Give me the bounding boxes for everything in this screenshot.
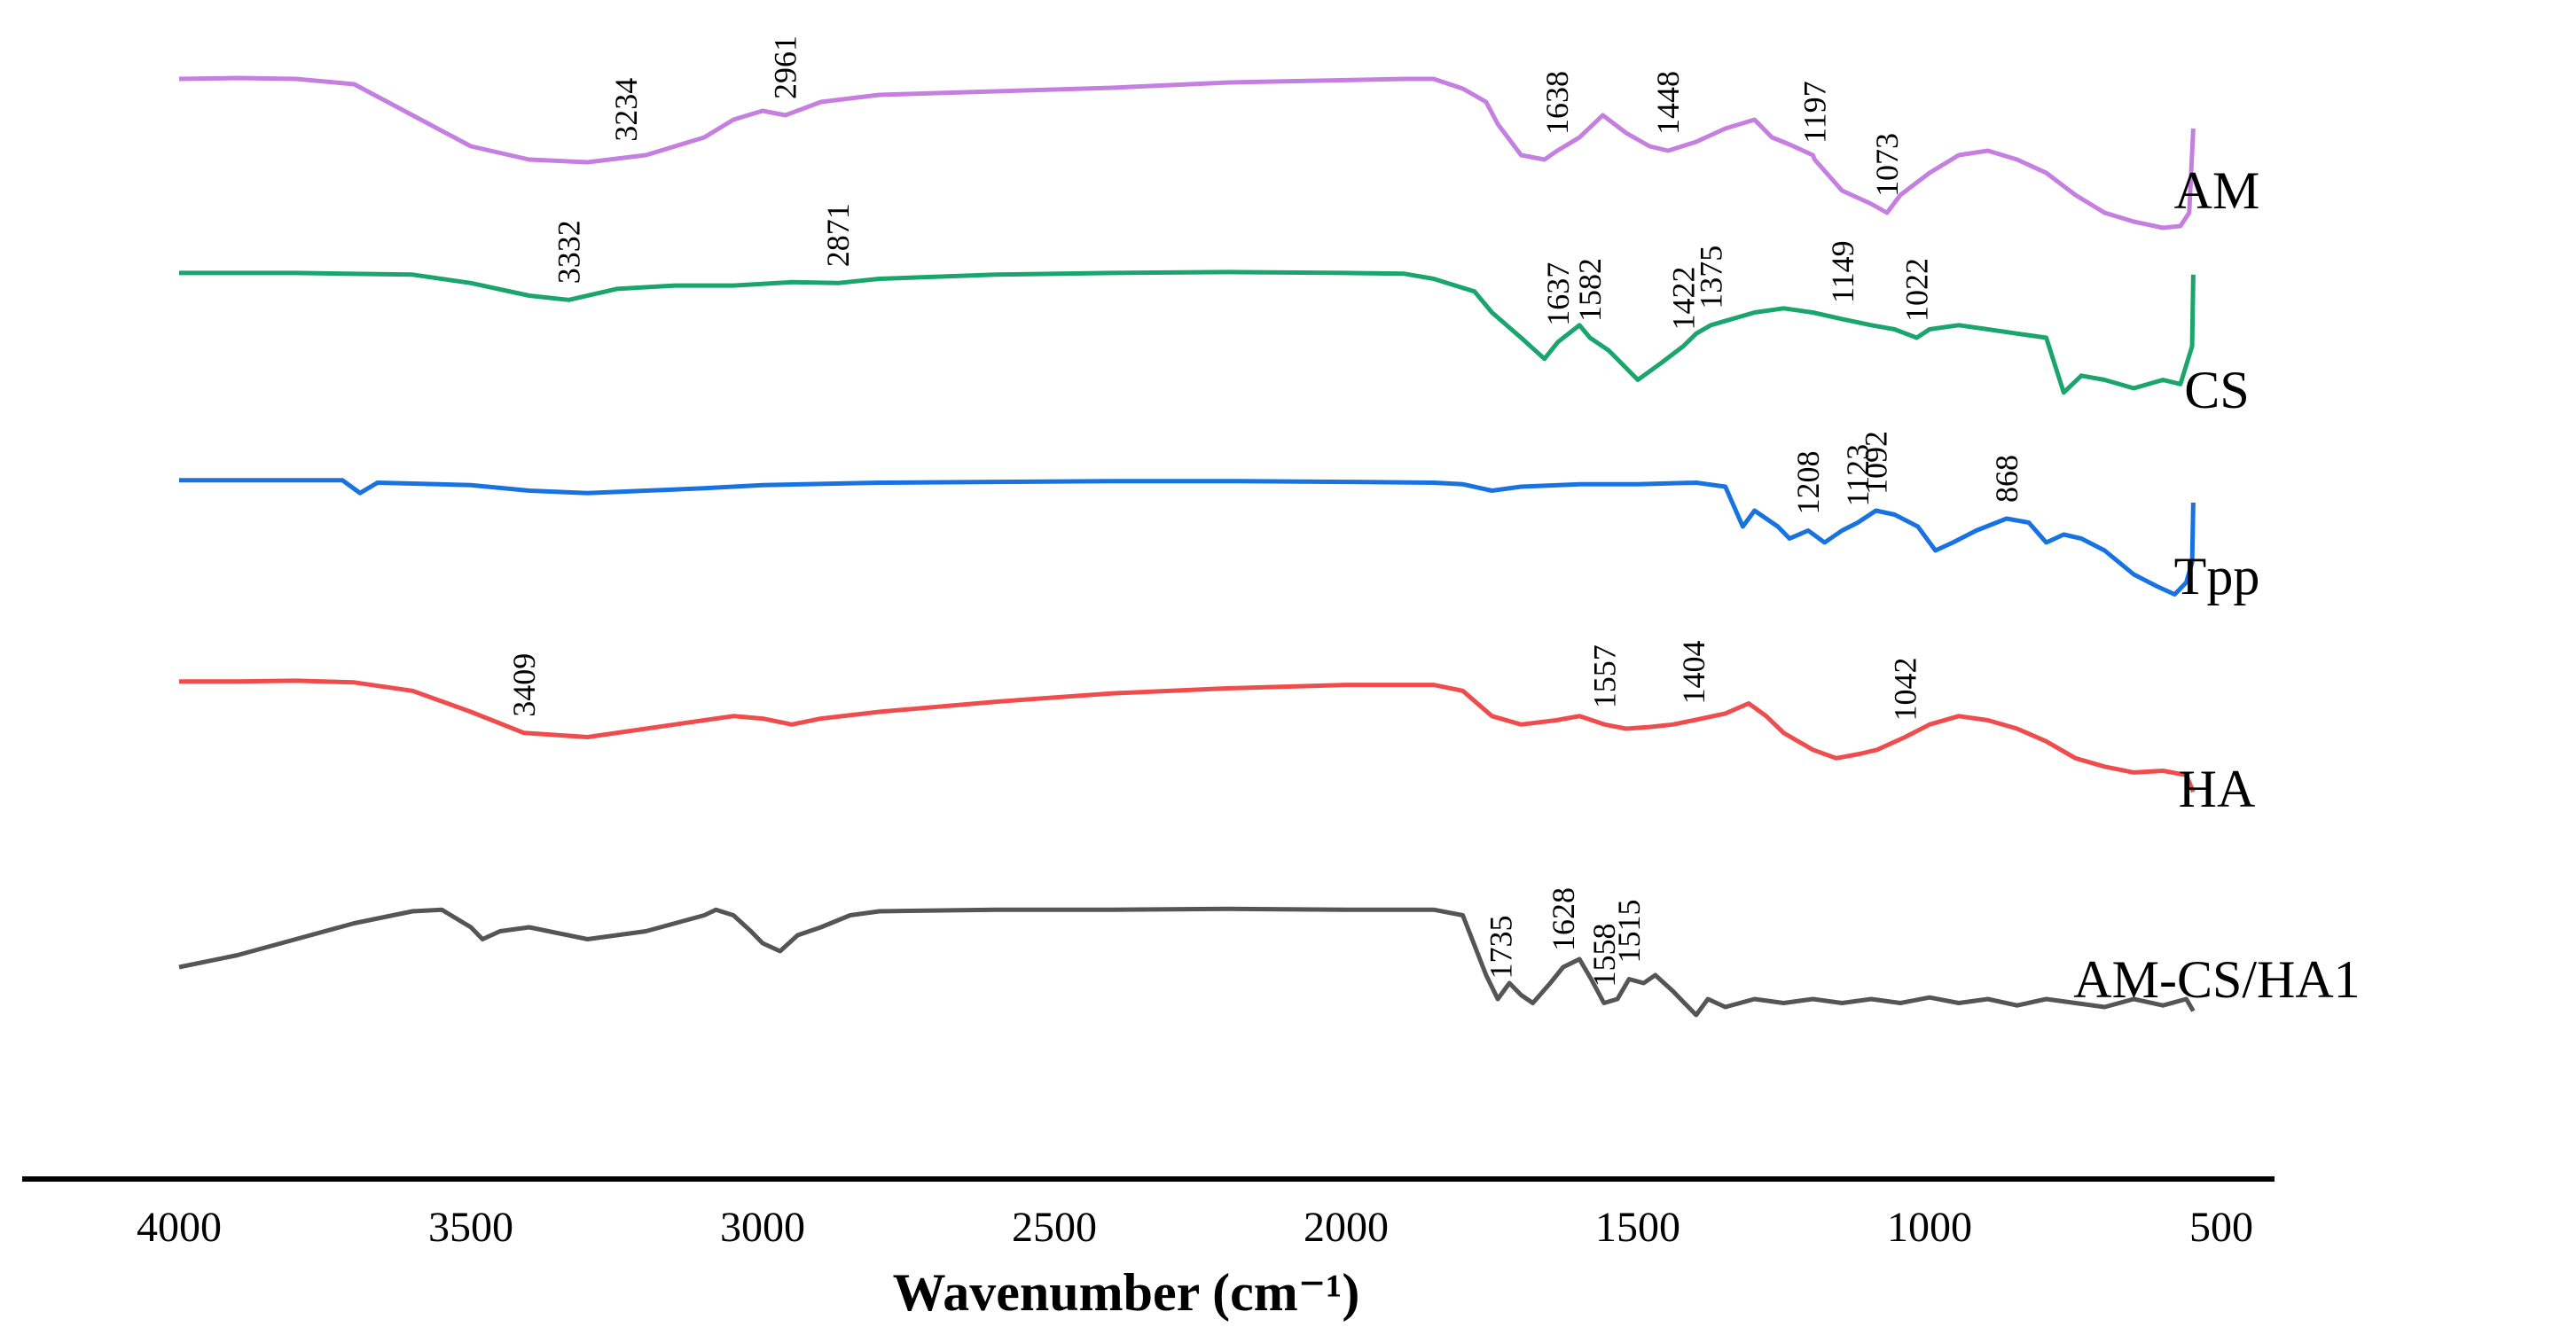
peak-label: 1197: [1797, 81, 1832, 144]
x-tick-label: 1500: [1595, 1204, 1680, 1251]
peak-label: 3332: [552, 220, 587, 284]
x-axis-ticks: 4000 3500 3000 2500 2000 1500 1000 500: [137, 1204, 2253, 1251]
series-label-cs: CS: [2184, 361, 2249, 419]
x-tick-label: 1000: [1887, 1204, 1972, 1251]
peak-label: 1149: [1825, 240, 1860, 303]
series-label-am-cs-ha1: AM-CS/HA1: [2073, 950, 2360, 1009]
peak-label: 1073: [1869, 133, 1905, 197]
peak-label: 1557: [1587, 644, 1623, 708]
peak-label: 2871: [820, 203, 856, 267]
peak-label: 2961: [768, 35, 803, 99]
peak-label: 1208: [1790, 451, 1826, 515]
peak-label: 1022: [1899, 258, 1935, 322]
x-tick-label: 4000: [137, 1204, 222, 1251]
peak-label: 1123: [1840, 444, 1875, 507]
x-tick-label: 2500: [1012, 1204, 1097, 1251]
peak-label: 1404: [1676, 641, 1711, 705]
series-label-tpp: Tpp: [2174, 547, 2260, 605]
peak-label: 1042: [1887, 658, 1922, 722]
peak-label: 1448: [1650, 71, 1686, 135]
peak-label: 1375: [1693, 246, 1728, 309]
peak-label: 1558: [1586, 924, 1622, 988]
series-label-ha: HA: [2179, 760, 2256, 818]
peak-label: 1582: [1572, 258, 1608, 322]
peak-label: 3234: [608, 78, 644, 142]
peak-label: 3409: [506, 653, 542, 717]
peak-labels: 3234 2961 1638 1448 1197 1073 3332 2871 16371582…: [506, 35, 2024, 988]
peak-label: 1628: [1546, 887, 1581, 951]
x-axis-title: Wavenumber (cm⁻¹): [893, 1263, 1360, 1322]
series-line-ha: [179, 678, 2196, 793]
series-line-am-cs-ha1: [178, 906, 2196, 1018]
series-line-cs: [179, 269, 2196, 395]
x-tick-label: 3000: [720, 1204, 805, 1251]
x-tick-label: 2000: [1304, 1204, 1389, 1251]
peak-label: 868: [1989, 455, 2024, 503]
series-labels: AM CS Tpp HA AM-CS/HA1: [2073, 161, 2360, 1009]
peak-label: 1735: [1483, 916, 1518, 980]
x-tick-label: 3500: [428, 1204, 513, 1251]
series-label-am: AM: [2174, 161, 2260, 220]
peak-label: 1637: [1540, 262, 1576, 326]
peak-label: 1515: [1611, 900, 1647, 964]
peak-label: 1092: [1859, 431, 1894, 495]
series-line-am: [178, 75, 2196, 230]
peak-label: 1422: [1665, 267, 1701, 331]
traces: [178, 75, 2196, 1018]
x-tick-label: 500: [2189, 1204, 2253, 1251]
series-line-tpp: [179, 478, 2196, 597]
peak-label: 1638: [1539, 71, 1575, 135]
